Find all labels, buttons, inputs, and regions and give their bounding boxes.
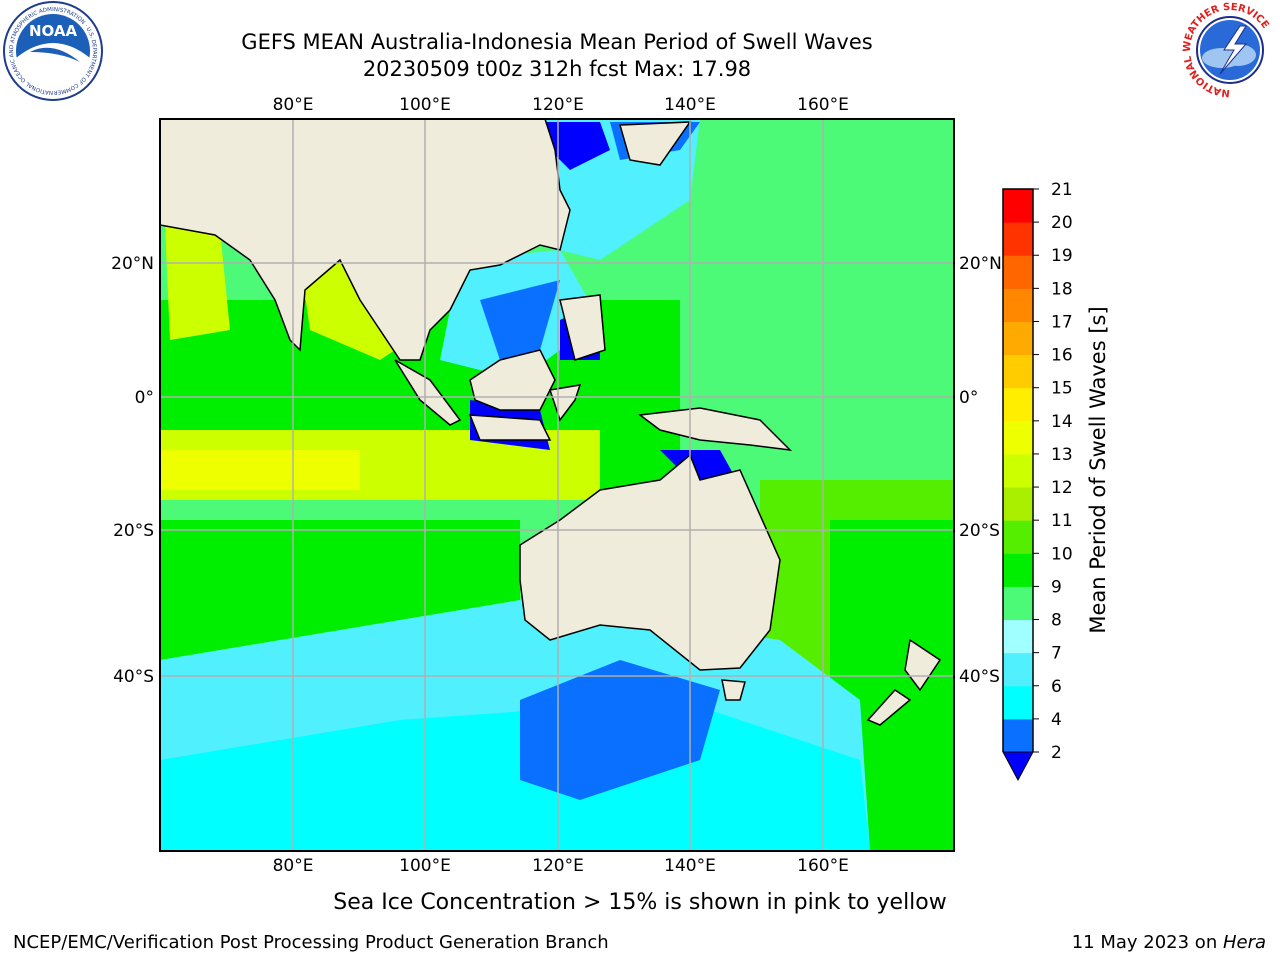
colorbar-segment <box>1003 288 1033 322</box>
field-scs-blue <box>480 280 560 360</box>
colorbar-segment <box>1003 718 1033 753</box>
lat-label-left: 20°S <box>113 521 154 541</box>
footer-credit: NCEP/EMC/Verification Post Processing Pr… <box>13 932 609 953</box>
lon-label-top: 160°E <box>797 95 849 115</box>
field-yellow-sea <box>545 122 610 170</box>
lat-label-right: 20°S <box>959 521 1000 541</box>
land-nz-south <box>866 689 912 726</box>
colorbar-tick-label: 10 <box>1051 544 1073 564</box>
colorbar-segment <box>1003 354 1033 389</box>
lat-labels: 20°N 0° 20°S 40°S 20°N 0° 20°S 40°S <box>111 254 1002 687</box>
colorbar-extend-arrow <box>1002 751 1034 782</box>
footer-date-text: 11 May 2023 on <box>1071 932 1223 953</box>
field-band-yellow <box>160 450 360 490</box>
land-java <box>468 414 552 441</box>
lon-label-bottom: 120°E <box>532 856 584 876</box>
colorbar-segment <box>1003 619 1033 654</box>
colorbar-tick-label: 4 <box>1051 710 1062 730</box>
colorbar-segment <box>1003 553 1033 587</box>
lon-label-bottom: 80°E <box>273 856 314 876</box>
lon-label-top: 80°E <box>273 95 314 115</box>
land-philippines <box>559 294 606 361</box>
land-tasmania <box>721 679 746 701</box>
noaa-logo-text: NOAA <box>29 22 78 40</box>
colorbar-tick-label: 2 <box>1051 743 1062 763</box>
colorbar-segment <box>1003 222 1033 256</box>
lon-label-bottom: 160°E <box>797 856 849 876</box>
field-arabian-sea <box>165 225 230 340</box>
chart-title: GEFS MEAN Australia-Indonesia Mean Perio… <box>241 30 873 54</box>
nws-logo-icon: NATIONAL WEATHER SERVICE <box>1182 2 1276 98</box>
colorbar-segment <box>1003 685 1033 720</box>
lat-label-right: 20°N <box>959 254 1002 274</box>
lat-label-right: 0° <box>959 388 978 408</box>
lon-label-top: 120°E <box>532 95 584 115</box>
colorbar-tick-label: 6 <box>1051 677 1062 697</box>
land-borneo <box>469 349 556 411</box>
colorbar-segment <box>1003 652 1033 687</box>
colorbar-tick-label: 18 <box>1051 279 1073 299</box>
sea-ice-note: Sea Ice Concentration > 15% is shown in … <box>333 890 947 915</box>
field-low-period-patch <box>520 660 720 800</box>
lon-label-top: 140°E <box>664 95 716 115</box>
land-australia <box>519 453 781 671</box>
lon-labels: 80°E 100°E 120°E 140°E 160°E 80°E 100°E … <box>273 95 849 876</box>
lon-label-bottom: 100°E <box>399 856 451 876</box>
lon-label-bottom: 140°E <box>664 856 716 876</box>
land-japan <box>619 121 692 166</box>
noaa-logo-icon: NOAA NATIONAL OCEANIC AND ATMOSPHERIC AD… <box>0 0 103 101</box>
colorbar-tick-label: 8 <box>1051 611 1062 631</box>
swell-period-map: 80°E 100°E 120°E 140°E 160°E 80°E 100°E … <box>111 95 1110 876</box>
colorbar-tick-label: 7 <box>1051 644 1062 664</box>
graticule <box>160 119 954 851</box>
colorbar-tick-label: 19 <box>1051 246 1073 266</box>
colorbar-segment <box>1003 387 1033 422</box>
footer-date: 11 May 2023 on Hera <box>1072 932 1266 953</box>
colorbar-tick-label: 15 <box>1051 379 1073 399</box>
colorbar-segment <box>1003 487 1033 521</box>
lon-label-top: 100°E <box>399 95 451 115</box>
colorbar-tick-label: 17 <box>1051 312 1073 332</box>
lat-label-left: 20°N <box>111 254 154 274</box>
colorbar-tick-label: 16 <box>1051 346 1073 366</box>
colorbar-tick-label: 9 <box>1051 577 1062 597</box>
land-new-guinea <box>638 407 793 452</box>
colorbar-segment <box>1003 321 1033 356</box>
lat-label-left: 40°S <box>113 667 154 687</box>
colorbar-segment <box>1003 520 1033 554</box>
map-frame <box>159 118 955 852</box>
chart-subtitle: 20230509 t00z 312h fcst Max: 17.98 <box>362 57 752 81</box>
colorbar-segment <box>1003 420 1033 455</box>
land-sumatra <box>394 359 462 426</box>
colorbar-segment <box>1003 255 1033 289</box>
land-asia <box>160 119 571 361</box>
colorbar-tick-label: 20 <box>1051 213 1073 233</box>
colorbar-segment <box>1003 453 1033 488</box>
colorbar-tick-label: 14 <box>1051 412 1073 432</box>
footer-host: Hera <box>1222 932 1266 953</box>
colorbar-tick-label: 11 <box>1051 511 1073 531</box>
colorbar-tick-label: 21 <box>1051 180 1073 200</box>
colorbar-tick-label: 13 <box>1051 445 1073 465</box>
colorbar-segment <box>1003 586 1033 621</box>
map-field <box>160 119 954 851</box>
lat-label-right: 40°S <box>959 667 1000 687</box>
colorbar: 2 4 6 7 8 9 10 11 12 13 14 15 16 17 18 19 20 21 <box>1002 180 1073 782</box>
colorbar-frame <box>1002 188 1034 752</box>
land-nz-north <box>904 638 942 692</box>
colorbar-tick-label: 12 <box>1051 478 1073 498</box>
lat-label-left: 0° <box>135 388 154 408</box>
land-masses <box>160 119 942 726</box>
colorbar-segment <box>1003 189 1033 223</box>
colorbar-label: Mean Period of Swell Waves [s] <box>1086 306 1110 633</box>
